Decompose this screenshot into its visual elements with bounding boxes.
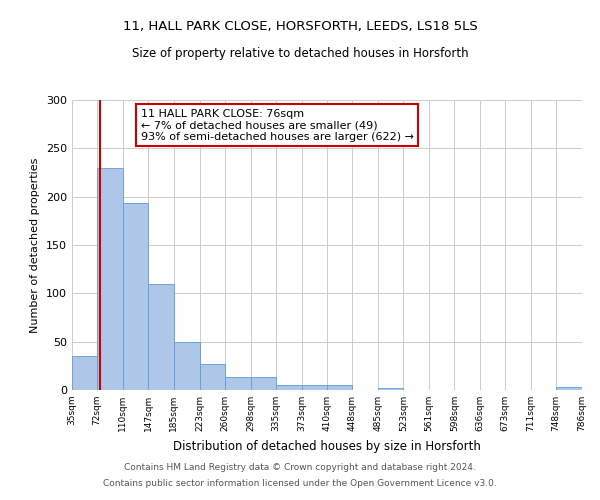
Bar xyxy=(200,364,225,390)
Text: Contains public sector information licensed under the Open Government Licence v3: Contains public sector information licen… xyxy=(103,478,497,488)
Text: 11, HALL PARK CLOSE, HORSFORTH, LEEDS, LS18 5LS: 11, HALL PARK CLOSE, HORSFORTH, LEEDS, L… xyxy=(122,20,478,33)
Bar xyxy=(72,356,97,390)
Bar xyxy=(251,378,276,390)
Bar xyxy=(326,385,352,390)
X-axis label: Distribution of detached houses by size in Horsforth: Distribution of detached houses by size … xyxy=(173,440,481,452)
Text: Contains HM Land Registry data © Crown copyright and database right 2024.: Contains HM Land Registry data © Crown c… xyxy=(124,464,476,472)
Bar xyxy=(174,342,200,390)
Bar xyxy=(97,168,123,390)
Bar xyxy=(148,284,174,390)
Bar xyxy=(225,378,251,390)
Bar xyxy=(276,385,302,390)
Bar xyxy=(302,385,326,390)
Bar xyxy=(377,388,403,390)
Y-axis label: Number of detached properties: Number of detached properties xyxy=(31,158,40,332)
Bar xyxy=(556,387,582,390)
Text: Size of property relative to detached houses in Horsforth: Size of property relative to detached ho… xyxy=(131,48,469,60)
Bar xyxy=(123,204,148,390)
Text: 11 HALL PARK CLOSE: 76sqm
← 7% of detached houses are smaller (49)
93% of semi-d: 11 HALL PARK CLOSE: 76sqm ← 7% of detach… xyxy=(141,108,414,142)
